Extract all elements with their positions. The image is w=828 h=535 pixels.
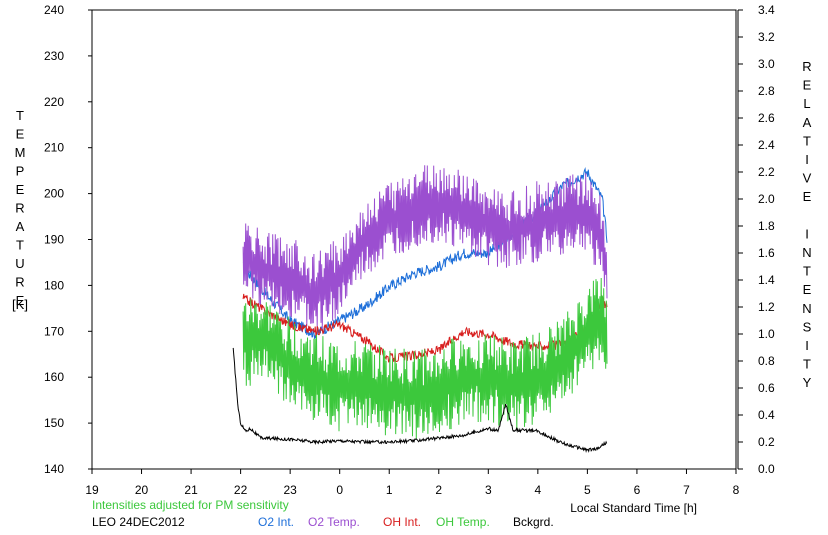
x-tick-label: 21 <box>184 483 198 497</box>
left-axis-label-letter: P <box>16 164 25 179</box>
right-axis-label-letter: E <box>803 282 812 297</box>
x-tick-label: 20 <box>135 483 149 497</box>
legend: O2 Int. O2 Temp. OH Int. OH Temp. Bckgrd. <box>258 515 554 529</box>
left-axis-ticks: 140 150 160 170 180 190 200 210 220 230 240 <box>44 3 92 476</box>
right-tick-label: 1.6 <box>758 246 775 260</box>
right-tick-label: 0.0 <box>758 462 775 476</box>
right-tick-label: 1.8 <box>758 219 775 233</box>
station-label: LEO 24DEC2012 <box>92 515 185 529</box>
left-tick-label: 140 <box>44 462 64 476</box>
right-axis-label-letter: I <box>805 226 809 241</box>
left-tick-label: 230 <box>44 49 64 63</box>
right-axis-label-letter: A <box>803 115 812 130</box>
right-tick-label: 2.4 <box>758 138 775 152</box>
x-tick-label: 7 <box>683 483 690 497</box>
left-tick-label: 190 <box>44 233 64 247</box>
x-axis-label: Local Standard Time [h] <box>570 501 697 515</box>
left-tick-label: 200 <box>44 187 64 201</box>
right-axis-label-letter: S <box>803 319 812 334</box>
left-tick-label: 180 <box>44 278 64 292</box>
right-axis-label-letter: E <box>803 189 812 204</box>
x-axis-ticks: 19 20 21 22 23 0 1 2 3 4 5 6 7 8 <box>85 469 740 497</box>
right-axis-label-letter: L <box>803 96 810 111</box>
right-axis-label-letter: R <box>802 59 811 74</box>
right-tick-label: 2.6 <box>758 111 775 125</box>
right-tick-label: 0.2 <box>758 435 775 449</box>
x-tick-label: 3 <box>485 483 492 497</box>
right-axis-label-letter: Y <box>803 375 812 390</box>
right-tick-label: 2.0 <box>758 192 775 206</box>
x-tick-label: 19 <box>85 483 99 497</box>
left-tick-label: 150 <box>44 416 64 430</box>
left-tick-label: 210 <box>44 141 64 155</box>
legend-entry: Bckgrd. <box>513 515 554 529</box>
x-tick-label: 2 <box>435 483 442 497</box>
right-axis-label-letter: T <box>803 264 811 279</box>
right-axis-label-letter: T <box>803 133 811 148</box>
right-tick-label: 0.8 <box>758 354 775 368</box>
right-tick-label: 2.2 <box>758 165 775 179</box>
left-tick-label: 160 <box>44 370 64 384</box>
right-axis-label-letter: I <box>805 152 809 167</box>
x-tick-label: 22 <box>234 483 248 497</box>
right-axis-label-letter: V <box>803 171 812 186</box>
right-axis-ticks: 0.0 0.2 0.4 0.6 0.8 1.0 1.2 1.4 1.6 1.8 2.0 2.2 2.4 2… <box>738 3 775 476</box>
left-tick-label: 240 <box>44 3 64 17</box>
x-tick-label: 6 <box>634 483 641 497</box>
left-axis-label-letter: A <box>16 219 25 234</box>
right-tick-label: 0.6 <box>758 381 775 395</box>
right-tick-label: 2.8 <box>758 84 775 98</box>
series-line <box>232 347 608 453</box>
left-axis-label-letter: R <box>15 275 24 290</box>
left-axis-unit: [K] <box>12 297 28 312</box>
left-axis-label-letter: E <box>16 127 25 142</box>
left-axis-label-letter: T <box>16 108 24 123</box>
left-axis-label-letter: E <box>16 182 25 197</box>
right-tick-label: 3.2 <box>758 30 775 44</box>
right-axis-label-letter: E <box>803 78 812 93</box>
series-line <box>242 165 608 330</box>
left-axis-label-letter: U <box>15 256 24 271</box>
right-tick-label: 1.2 <box>758 300 775 314</box>
left-axis-label-letter: R <box>15 201 24 216</box>
pm-note: Intensities adjusted for PM sensitivity <box>92 498 289 512</box>
left-axis-label-letter: T <box>16 238 24 253</box>
left-tick-label: 170 <box>44 324 64 338</box>
legend-entry: OH Temp. <box>436 515 490 529</box>
right-tick-label: 0.4 <box>758 408 775 422</box>
right-axis-label-letter: I <box>805 338 809 353</box>
right-tick-label: 1.4 <box>758 273 775 287</box>
legend-entry: O2 Temp. <box>308 515 360 529</box>
left-tick-label: 220 <box>44 95 64 109</box>
x-tick-label: 5 <box>584 483 591 497</box>
right-axis-label-letter: N <box>802 301 811 316</box>
series-line <box>242 277 608 439</box>
x-tick-label: 23 <box>283 483 297 497</box>
legend-entry: O2 Int. <box>258 515 294 529</box>
series-group <box>232 165 608 453</box>
legend-entry: OH Int. <box>383 515 421 529</box>
right-axis-label-letter: T <box>803 357 811 372</box>
right-tick-label: 3.4 <box>758 3 775 17</box>
x-tick-label: 1 <box>386 483 393 497</box>
x-tick-label: 0 <box>336 483 343 497</box>
right-tick-label: 3.0 <box>758 57 775 71</box>
x-tick-label: 8 <box>733 483 740 497</box>
left-axis-label-letter: M <box>15 145 26 160</box>
left-axis-label-letter: E <box>16 293 25 308</box>
right-axis-label-letter: N <box>802 245 811 260</box>
right-tick-label: 1.0 <box>758 327 775 341</box>
x-tick-label: 4 <box>535 483 542 497</box>
